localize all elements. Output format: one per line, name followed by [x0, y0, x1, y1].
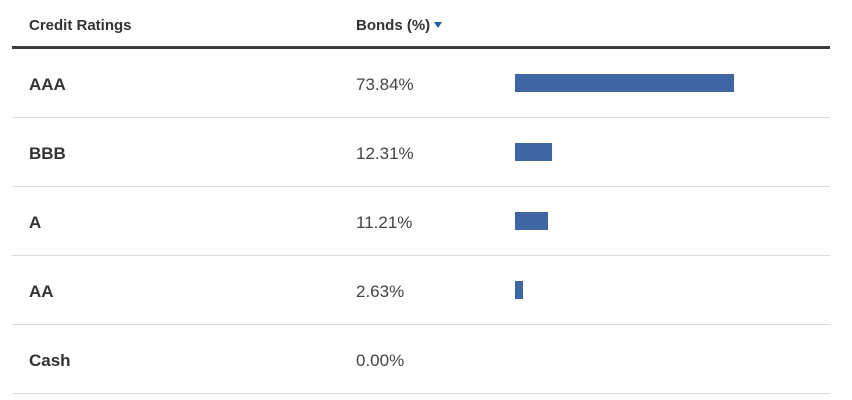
column-header-credit-ratings: Credit Ratings: [29, 17, 132, 34]
bar-track: [515, 281, 811, 299]
allocation-bar: [515, 281, 523, 299]
allocation-bar: [515, 212, 549, 230]
bond-percent: 73.84%: [356, 75, 414, 94]
table-row: BBB 12.31%: [12, 118, 830, 187]
table-row: AAA 73.84%: [12, 49, 830, 118]
allocation-bar: [515, 74, 734, 92]
bar-track: [515, 74, 811, 92]
bond-percent: 0.00%: [356, 351, 405, 370]
rating-label: Cash: [29, 351, 71, 370]
rating-label: A: [29, 213, 42, 232]
rating-label: BBB: [29, 144, 66, 163]
column-header-bonds-label: Bonds (%): [356, 17, 431, 34]
table-header: Credit Ratings Bonds (%): [12, 0, 830, 49]
column-header-bonds[interactable]: Bonds (%): [356, 17, 443, 34]
bar-track: [515, 350, 811, 368]
rating-label: AA: [29, 282, 54, 301]
bond-percent: 2.63%: [356, 282, 405, 301]
sort-descending-icon[interactable]: [434, 22, 443, 28]
rating-label: AAA: [29, 75, 66, 94]
bond-percent: 12.31%: [356, 144, 414, 163]
bar-track: [515, 212, 811, 230]
table-row: Cash 0.00%: [12, 325, 830, 394]
bond-percent: 11.21%: [356, 213, 413, 232]
credit-ratings-table: Credit Ratings Bonds (%) AAA 73.84% BBB …: [12, 0, 830, 394]
table-row: AA 2.63%: [12, 256, 830, 325]
bar-track: [515, 143, 811, 161]
allocation-bar: [515, 143, 552, 161]
table-row: A 11.21%: [12, 187, 830, 256]
